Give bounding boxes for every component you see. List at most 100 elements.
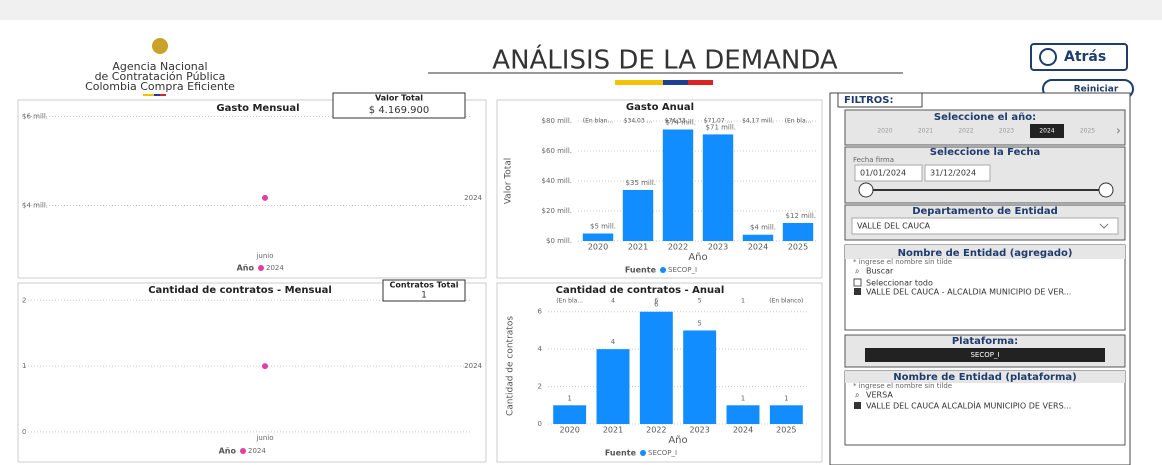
legend-title: Año [237, 264, 255, 273]
x-tick-label: 2025 [788, 243, 808, 252]
top-bar [0, 0, 1162, 20]
y-tick-label: 0 [22, 428, 26, 436]
date-from[interactable]: 01/01/2024 [860, 169, 906, 178]
x-tick-label: 2022 [668, 243, 688, 252]
y-tick-label: 0 [538, 420, 542, 428]
legend-title: Año [219, 447, 237, 456]
field-label: Fecha firma [853, 156, 894, 164]
search-box[interactable]: Buscar [866, 267, 894, 276]
date-input[interactable] [924, 164, 991, 182]
y-tick-label: 4 [538, 345, 543, 353]
search-box[interactable]: VERSA [866, 391, 893, 400]
kpi-label: Valor Total [375, 94, 423, 103]
flag [154, 94, 160, 96]
charts: Gasto Mensual$4 mill.$6 mill.2024junioAñ… [17, 99, 823, 463]
data-label: 1 [567, 394, 571, 402]
bar [702, 134, 734, 241]
filter-head [845, 371, 1125, 383]
year-chip[interactable]: 2021 [918, 128, 933, 135]
year-chip[interactable]: 2024 [1039, 128, 1054, 135]
chevron [1099, 223, 1109, 229]
filter-title: Departamento de Entidad [912, 206, 1058, 217]
panel [17, 282, 487, 463]
x-tick-label: 2024 [748, 243, 768, 252]
checkbox-checked[interactable] [854, 402, 861, 409]
filter-box [844, 370, 1126, 446]
y-tick-label: $80 mill. [542, 117, 572, 125]
bar [582, 233, 614, 241]
select-all[interactable]: Seleccionar todo [866, 279, 933, 288]
filter-title: Seleccione la Fecha [930, 147, 1040, 158]
y-axis-title: Cantidad de contratos [506, 316, 516, 416]
list-item[interactable]: VALLE DEL CAUCA ALCALDÍA MUNICIPIO DE VE… [866, 400, 1071, 411]
slider-handle[interactable] [858, 182, 874, 198]
x-tick-label: 2025 [776, 426, 796, 435]
reset-label[interactable]: Reiniciar [1074, 85, 1119, 95]
platform-selected[interactable] [865, 348, 1105, 362]
x-tick-label: 2023 [708, 243, 728, 252]
year-chip[interactable]: 2023 [999, 128, 1014, 135]
flag [688, 80, 713, 85]
dropdown-value[interactable]: VALLE DEL CAUCA [857, 222, 931, 231]
year-chip[interactable]: 2020 [877, 128, 892, 135]
header-label: 5 [698, 298, 702, 305]
year-chip-selected [1030, 124, 1064, 138]
checkbox-checked[interactable] [854, 288, 861, 295]
series-label: 2024 [464, 194, 482, 202]
back-label[interactable]: Atrás [1064, 49, 1106, 65]
legend-label: 2024 [266, 264, 284, 272]
filter-head [845, 245, 1125, 259]
data-label: 5 [697, 319, 701, 327]
year-chip[interactable]: 2025 [1080, 128, 1095, 135]
search-icon: ⌕ [855, 267, 859, 276]
x-tick-label: 2020 [588, 243, 608, 252]
flag [615, 80, 663, 85]
y-tick-label: $0 mill. [546, 237, 572, 245]
filter-title: Plataforma: [952, 336, 1018, 347]
platform-value[interactable]: SECOP_I [970, 351, 999, 359]
bar [639, 311, 673, 424]
chart-title: Cantidad de contratos - Anual [556, 285, 725, 296]
bar [662, 129, 694, 241]
date-input[interactable] [854, 164, 923, 182]
legend-label: 2024 [248, 447, 266, 455]
filter-title: Nombre de Entidad (plataforma) [893, 372, 1076, 383]
chart-title: Gasto Anual [626, 102, 694, 113]
dropdown[interactable] [851, 217, 1119, 235]
data-label: 1 [741, 394, 745, 402]
slider-handle[interactable] [1098, 182, 1114, 198]
logo [152, 38, 168, 54]
y-axis-title: Valor Total [504, 158, 514, 205]
year-chip[interactable]: 2022 [958, 128, 973, 135]
next-arrow[interactable]: › [1116, 124, 1121, 138]
data-label: 6 [654, 301, 659, 309]
checkbox[interactable] [853, 278, 862, 287]
header-label: $34,03 ... [624, 118, 653, 125]
header-label: 4 [611, 298, 615, 305]
year-chips: 2020 2021 2022 2023 2024 2025 [877, 124, 1095, 138]
bar [596, 349, 630, 424]
kpi-value: 1 [421, 291, 427, 301]
kpi-label: Contratos Total [390, 281, 459, 290]
header-label: (En blan... [583, 118, 614, 125]
header-label: $74,33... [665, 118, 692, 125]
data-label: $4 mill. [750, 224, 776, 232]
x-tick-label: 2023 [689, 426, 709, 435]
chart-title: Cantidad de contratos - Mensual [148, 285, 332, 296]
list-item[interactable]: VALLE DEL CAUCA - ALCALDIA MUNICIPIO DE … [866, 288, 1071, 297]
legend-label: SECOP_I [668, 266, 697, 274]
filter-box [844, 109, 1126, 146]
data-label: $71 mill. [706, 123, 736, 131]
bar [782, 223, 814, 241]
y-tick-label: $60 mill. [542, 147, 572, 155]
bar [726, 405, 760, 424]
date-to[interactable]: 31/12/2024 [930, 169, 976, 178]
flag [143, 94, 154, 96]
header-label: $4,17 mill. [742, 118, 774, 125]
legend-swatch [640, 450, 646, 456]
filter-title: Seleccione el año: [934, 112, 1036, 123]
flag [160, 94, 166, 96]
back-button[interactable] [1030, 43, 1128, 71]
legend-title: Fuente [605, 449, 637, 458]
x-tick-label: junio [255, 252, 273, 260]
